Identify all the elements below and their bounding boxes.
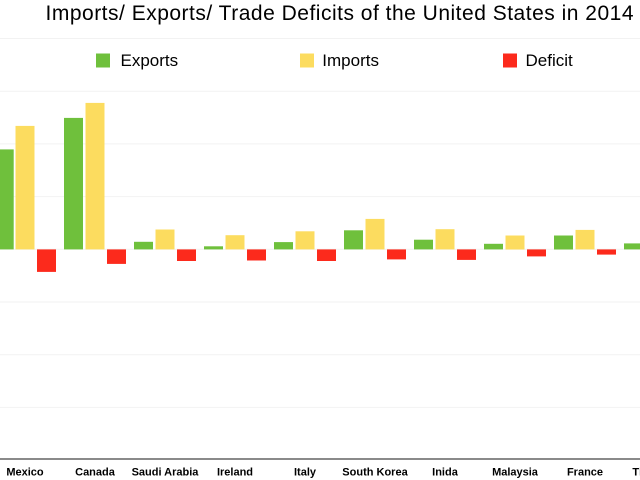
svg-text:Canada: Canada (75, 467, 116, 479)
svg-text:Imports: Imports (322, 51, 379, 70)
svg-text:Thailand: Thailand (632, 467, 640, 479)
svg-text:Exports: Exports (121, 51, 179, 70)
svg-text:France: France (567, 467, 603, 479)
svg-text:Ireland: Ireland (217, 467, 253, 479)
svg-text:South Korea: South Korea (342, 467, 408, 479)
svg-text:Imports/ Exports/ Trade Defici: Imports/ Exports/ Trade Deficits of the … (46, 2, 634, 25)
svg-text:Deficit: Deficit (526, 51, 574, 70)
svg-text:Malaysia: Malaysia (492, 467, 539, 479)
svg-text:Italy: Italy (294, 467, 317, 479)
svg-text:Inida: Inida (432, 467, 459, 479)
svg-text:Saudi Arabia: Saudi Arabia (132, 467, 200, 479)
svg-text:Mexico: Mexico (6, 467, 44, 479)
